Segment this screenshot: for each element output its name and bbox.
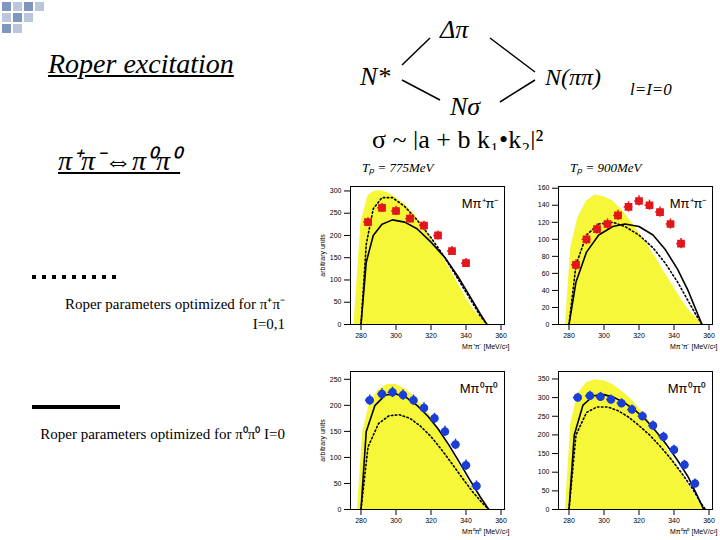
html-text:Tₚ = 775MeV: Tₚ = 775MeV xyxy=(362,160,434,175)
svg-text:150: 150 xyxy=(330,254,342,261)
svg-text:σ ~ |a + b k₁•k₂|²: σ ~ |a + b k₁•k₂|² xyxy=(372,125,543,150)
svg-text:320: 320 xyxy=(633,517,645,524)
svg-text:340: 340 xyxy=(460,517,472,524)
svg-text:320: 320 xyxy=(633,332,645,339)
svg-text:150: 150 xyxy=(330,428,342,435)
svg-text:360: 360 xyxy=(495,517,507,524)
svg-text:340: 340 xyxy=(460,332,472,339)
svg-text:320: 320 xyxy=(425,517,437,524)
svg-text:N(ππ): N(ππ) xyxy=(544,64,601,90)
svg-text:Mπ⁰π⁰ [MeV/c²]: Mπ⁰π⁰ [MeV/c²] xyxy=(462,528,510,536)
svg-text:300: 300 xyxy=(390,517,402,524)
svg-text:320: 320 xyxy=(425,332,437,339)
html-text:π⁺π⁻⇔π⁰π⁰: π⁺π⁻⇔π⁰π⁰ xyxy=(58,145,181,176)
svg-text:360: 360 xyxy=(495,332,507,339)
svg-text:100: 100 xyxy=(538,468,550,475)
svg-text:Mπ⁰π⁰: Mπ⁰π⁰ xyxy=(668,381,707,396)
svg-text:280: 280 xyxy=(355,517,367,524)
svg-text:Mπ⁰π⁰ [MeV/c²]: Mπ⁰π⁰ [MeV/c²] xyxy=(670,528,718,536)
svg-text:Mπ⁰π⁰: Mπ⁰π⁰ xyxy=(460,381,499,396)
svg-text:l=I=0: l=I=0 xyxy=(630,80,672,99)
svg-text:300: 300 xyxy=(598,332,610,339)
svg-text:200: 200 xyxy=(538,431,550,438)
svg-text:120: 120 xyxy=(538,219,550,226)
svg-text:340: 340 xyxy=(668,517,680,524)
html-text:Roper parameters optimized for: Roper parameters optimized for π⁺π⁻ I=0,… xyxy=(64,296,285,332)
svg-text:0: 0 xyxy=(546,506,550,513)
svg-text:200: 200 xyxy=(330,232,342,239)
svg-text:250: 250 xyxy=(330,376,342,383)
svg-text:300: 300 xyxy=(330,187,342,194)
svg-text:40: 40 xyxy=(542,287,550,294)
svg-text:280: 280 xyxy=(563,517,575,524)
svg-text:50: 50 xyxy=(542,487,550,494)
svg-text:280: 280 xyxy=(355,332,367,339)
svg-text:250: 250 xyxy=(538,412,550,419)
svg-text:Mπ⁺π⁻: Mπ⁺π⁻ xyxy=(462,196,499,211)
svg-text:80: 80 xyxy=(542,253,550,260)
svg-text:340: 340 xyxy=(668,332,680,339)
svg-text:arbitrary units: arbitrary units xyxy=(319,234,327,277)
svg-text:60: 60 xyxy=(542,270,550,277)
svg-text:Mπ⁺π⁻ [MeV/c²]: Mπ⁺π⁻ [MeV/c²] xyxy=(670,343,718,351)
svg-text:N*: N* xyxy=(359,62,390,91)
svg-text:160: 160 xyxy=(538,184,550,191)
svg-text:140: 140 xyxy=(538,201,550,208)
svg-text:100: 100 xyxy=(538,236,550,243)
svg-text:300: 300 xyxy=(598,517,610,524)
svg-text:Δπ: Δπ xyxy=(439,15,469,44)
svg-text:360: 360 xyxy=(703,517,715,524)
svg-text:0: 0 xyxy=(546,321,550,328)
html-text:Roper excitation: Roper excitation xyxy=(48,48,234,79)
svg-text:300: 300 xyxy=(390,332,402,339)
svg-text:350: 350 xyxy=(538,375,550,382)
svg-text:250: 250 xyxy=(330,209,342,216)
svg-text:Nσ: Nσ xyxy=(449,92,481,121)
svg-text:300: 300 xyxy=(538,394,550,401)
svg-text:arbitrary units: arbitrary units xyxy=(319,419,327,462)
svg-text:20: 20 xyxy=(542,304,550,311)
svg-text:150: 150 xyxy=(538,450,550,457)
svg-text:100: 100 xyxy=(330,276,342,283)
svg-text:50: 50 xyxy=(334,480,342,487)
svg-text:0: 0 xyxy=(338,321,342,328)
html-text:Tₚ = 900MeV: Tₚ = 900MeV xyxy=(570,160,642,175)
svg-text:50: 50 xyxy=(334,298,342,305)
html-text:Roper parameters optimized for: Roper parameters optimized for π⁰π⁰ I=0 xyxy=(40,426,285,442)
svg-text:100: 100 xyxy=(330,454,342,461)
svg-text:Mπ⁺π⁻ [MeV/c²]: Mπ⁺π⁻ [MeV/c²] xyxy=(462,343,510,351)
svg-text:0: 0 xyxy=(338,506,342,513)
svg-text:200: 200 xyxy=(330,402,342,409)
svg-text:280: 280 xyxy=(563,332,575,339)
svg-text:360: 360 xyxy=(703,332,715,339)
svg-text:Mπ⁺π⁻: Mπ⁺π⁻ xyxy=(670,196,707,211)
